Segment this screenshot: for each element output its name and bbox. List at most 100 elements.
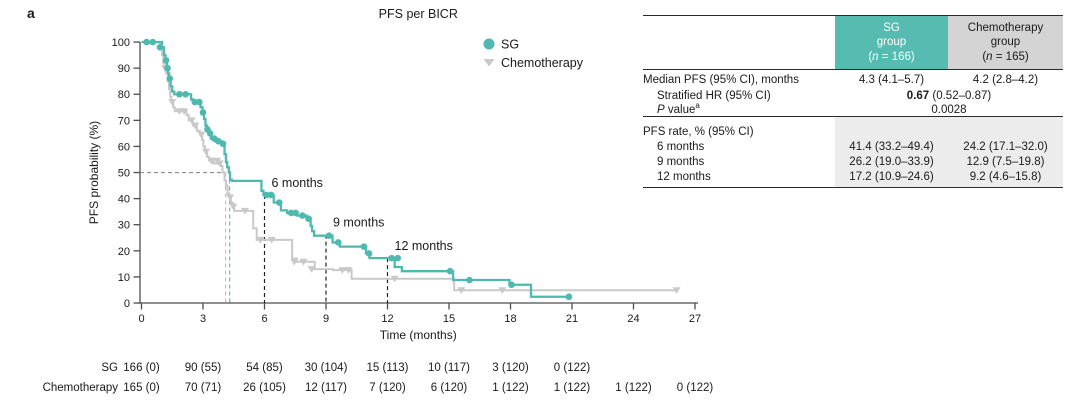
censor-mark <box>149 38 157 46</box>
censor-mark <box>299 258 308 266</box>
censor-mark <box>299 212 306 219</box>
rate-section-background <box>835 117 1063 187</box>
panel-label: a <box>27 5 35 21</box>
median-reference-lines <box>140 171 231 303</box>
km-chart: PFS per BICR Time (months) PFS probability… <box>87 7 701 342</box>
rate-9mo-sg-value: 26.2 (19.0–33.9) <box>849 155 934 168</box>
censor-mark <box>202 148 211 156</box>
y-tick-label: 70 <box>118 115 130 127</box>
risk-value: 54 (85) <box>246 362 283 374</box>
median-pfs-row: Median PFS (95% CI), months 4.3 (4.1–5.7… <box>643 73 1063 88</box>
censor-mark <box>241 207 250 215</box>
x-tick-label: 24 <box>627 313 639 325</box>
y-tick-label: 90 <box>118 63 130 75</box>
annotation-12-months: 12 months <box>395 239 453 253</box>
censor-mark <box>206 130 214 137</box>
y-tick-label: 10 <box>118 272 130 284</box>
y-tick-label: 100 <box>112 37 130 49</box>
table-rule-mid <box>643 116 1063 117</box>
median-pfs-chemo-value: 4.2 (2.8–4.2) <box>972 74 1039 86</box>
x-tick-label: 12 <box>381 313 393 325</box>
censor-mark <box>338 267 347 274</box>
censor-mark <box>394 254 402 262</box>
legend-sg-marker <box>483 38 495 50</box>
censor-mark <box>672 287 681 295</box>
risk-value: 1 (122) <box>615 382 652 394</box>
number-at-risk-table: SG 166 (0) 90 (55) 54 (85) 30 (104) 15 (113) 1… <box>0 360 740 406</box>
rate-12mo-row: 12 months 17.2 (10.9–24.6) 9.2 (4.6–15.8… <box>643 170 1063 185</box>
risk-value: 90 (55) <box>184 362 222 374</box>
sg-censor-marks <box>143 38 573 301</box>
censor-mark <box>267 191 275 199</box>
rate-9mo-row: 9 months 26.2 (19.0–33.9) 12.9 (7.5–19.8… <box>643 155 1063 170</box>
table-rule-bottom <box>643 187 1063 188</box>
censor-mark <box>226 194 235 202</box>
pfs-rate-header-row: PFS rate, % (95% CI) <box>643 125 1063 140</box>
risk-value: 15 (113) <box>366 362 409 374</box>
y-tick-label: 20 <box>118 246 130 258</box>
censor-mark <box>307 266 316 273</box>
risk-row-sg: SG 166 (0) 90 (55) 54 (85) 30 (104) 15 (113) 1… <box>0 360 740 376</box>
column-header-chemotherapy: Chemotherapy group (n = 165) <box>948 16 1063 69</box>
censor-mark <box>388 254 395 262</box>
censor-mark <box>466 276 473 284</box>
y-tick-label: 40 <box>118 194 130 206</box>
censor-mark <box>565 293 573 301</box>
censor-mark <box>287 209 295 217</box>
rate-9mo-label: 9 months <box>657 155 705 168</box>
stratified-hr-row: Stratified HR (95% CI) 0.67 (0.52–0.87) <box>643 89 1063 104</box>
rate-6mo-chemo-value: 24.2 (17.1–32.0) <box>963 140 1048 153</box>
censor-mark <box>156 43 164 51</box>
legend-label: SG <box>501 38 519 52</box>
x-tick-label: 21 <box>566 313 578 325</box>
censor-mark <box>390 275 399 283</box>
rate-9mo-chemo-value: 12.9 (7.5–19.8) <box>966 155 1045 168</box>
x-tick-label: 15 <box>443 313 455 325</box>
sg-curve <box>141 40 570 298</box>
pfs-rate-header-label: PFS rate, % (95% CI) <box>643 126 754 138</box>
y-tick-label: 50 <box>118 168 130 180</box>
risk-value: 0 (122) <box>676 382 714 394</box>
censor-mark <box>180 108 189 116</box>
censor-mark <box>256 236 265 244</box>
censor-mark <box>187 117 196 125</box>
legend-label: Chemotherapy <box>501 56 584 70</box>
legend: SG Chemotherapy <box>483 38 584 70</box>
x-tick-label: 27 <box>689 313 701 325</box>
rate-12mo-chemo-value: 9.2 (4.6–15.8) <box>969 170 1042 183</box>
censor-mark <box>182 90 189 98</box>
legend-chemo-marker <box>483 59 495 67</box>
censor-mark <box>197 131 206 139</box>
censor-mark <box>164 64 171 72</box>
risk-value: 10 (117) <box>428 362 470 374</box>
p-value: 0.0028 <box>931 104 967 116</box>
risk-value: 7 (120) <box>369 382 406 394</box>
censor-mark <box>199 109 207 116</box>
y-tick-label: 80 <box>118 89 130 101</box>
risk-value: 26 (105) <box>243 382 286 394</box>
risk-value: 12 (117) <box>305 382 347 394</box>
censor-mark <box>335 239 342 246</box>
censor-mark <box>176 90 183 98</box>
x-tick-label: 18 <box>504 313 516 325</box>
y-axis-label: PFS probability (%) <box>87 121 101 224</box>
censor-mark <box>196 98 203 106</box>
y-tick-label: 0 <box>124 298 130 310</box>
censor-mark <box>292 209 299 217</box>
censor-mark <box>191 98 199 106</box>
censor-mark <box>162 57 170 64</box>
censor-mark <box>267 236 276 244</box>
stratified-hr-label: Stratified HR (95% CI) <box>657 89 771 102</box>
p-value-row: P valuea 0.0028 <box>643 102 1063 118</box>
x-tick-label: 0 <box>138 313 144 325</box>
stratified-hr-value: 0.67 (0.52–0.87) <box>906 89 992 102</box>
risk-value: 0 (122) <box>553 362 591 374</box>
censor-mark <box>457 287 466 295</box>
risk-value: 165 (0) <box>123 382 160 394</box>
censor-mark <box>166 75 174 82</box>
rate-6mo-sg-value: 41.4 (33.2–49.4) <box>849 140 934 153</box>
censor-mark <box>290 258 299 266</box>
censor-mark <box>344 267 353 274</box>
risk-row-label: Chemotherapy <box>42 382 118 394</box>
